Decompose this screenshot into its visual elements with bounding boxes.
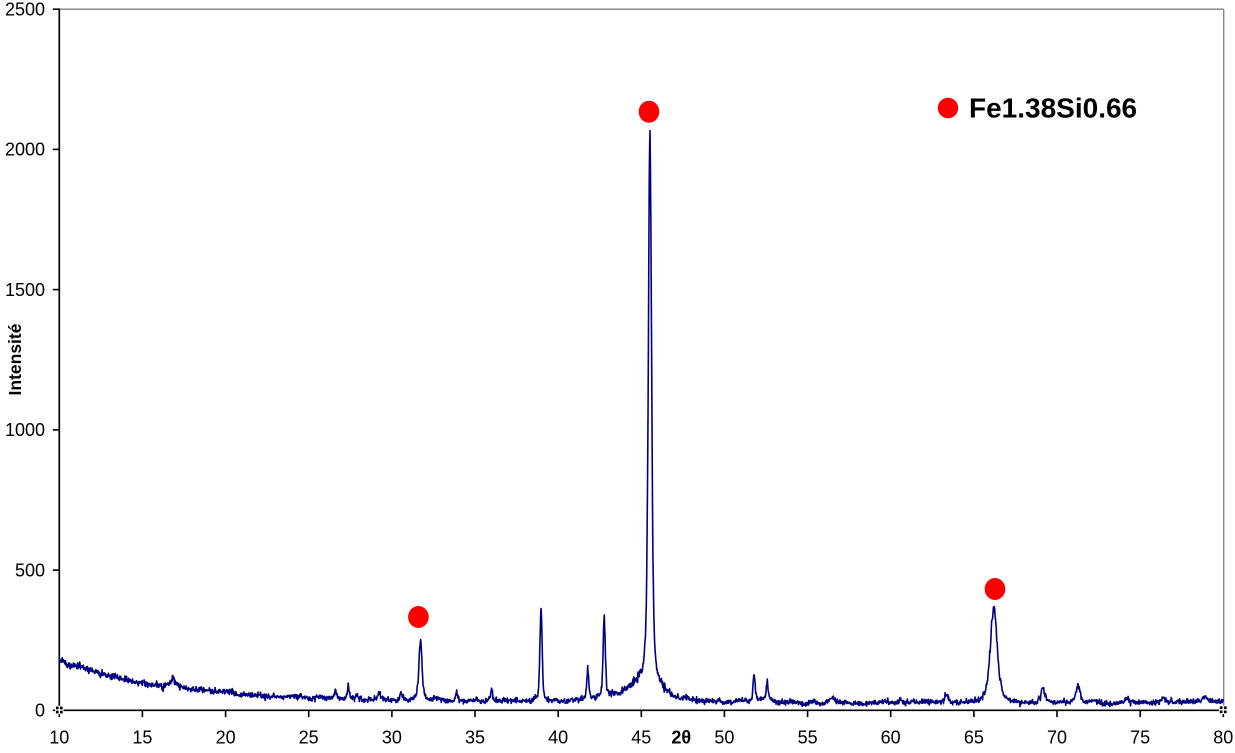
svg-text:35: 35 <box>465 728 485 748</box>
svg-text:20: 20 <box>216 728 236 748</box>
svg-text:75: 75 <box>1130 728 1150 748</box>
svg-text:50: 50 <box>714 728 734 748</box>
svg-text:Intensité: Intensité <box>5 323 25 395</box>
svg-text:2θ: 2θ <box>671 728 691 748</box>
svg-text:80: 80 <box>1213 728 1233 748</box>
svg-text:0: 0 <box>35 701 45 721</box>
svg-text:2500: 2500 <box>5 0 45 19</box>
svg-text:Fe1.38Si0.66: Fe1.38Si0.66 <box>969 93 1137 124</box>
svg-text:65: 65 <box>964 728 984 748</box>
svg-text:1000: 1000 <box>5 420 45 440</box>
svg-text:60: 60 <box>881 728 901 748</box>
svg-text:25: 25 <box>299 728 319 748</box>
svg-text:55: 55 <box>798 728 818 748</box>
svg-text:2000: 2000 <box>5 140 45 160</box>
svg-text:1500: 1500 <box>5 280 45 300</box>
svg-text:15: 15 <box>132 728 152 748</box>
svg-text:500: 500 <box>15 560 45 580</box>
svg-text:10: 10 <box>49 728 69 748</box>
svg-text:30: 30 <box>382 728 402 748</box>
svg-text:45: 45 <box>631 728 651 748</box>
svg-text:70: 70 <box>1047 728 1067 748</box>
svg-text:40: 40 <box>548 728 568 748</box>
